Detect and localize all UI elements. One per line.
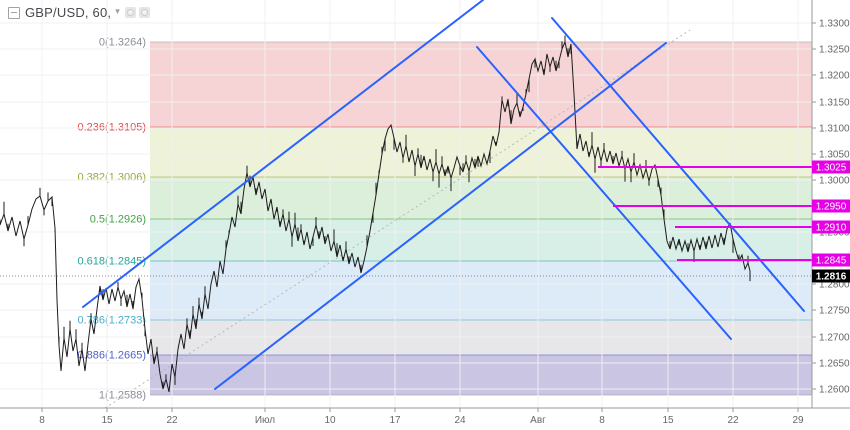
fib-level-label: 0.886(1.2665)	[78, 350, 147, 362]
trendline-descending-channel-left[interactable]	[476, 46, 732, 340]
fib-band-4	[150, 261, 812, 320]
fib-band-1	[150, 127, 812, 177]
time-tick-label: 22	[727, 415, 739, 426]
price-tick-label: 1.3150	[819, 98, 850, 109]
collapse-icon[interactable]	[8, 6, 20, 19]
price-tick-label: 1.2800	[819, 280, 850, 291]
price-level-badge: 1.2845	[812, 253, 850, 267]
price-level-badge: 1.3025	[812, 160, 850, 174]
price-level-badge-text: 1.2950	[816, 202, 847, 213]
time-tick-label: Июл	[255, 415, 275, 426]
symbol-title[interactable]: GBP/USD, 60,	[25, 5, 112, 20]
price-level-badge-bg	[812, 220, 850, 234]
time-axis-strip[interactable]	[0, 408, 850, 430]
price-tick-label: 1.3050	[819, 150, 850, 161]
price-tick-label: 1.3200	[819, 71, 850, 82]
trendline-ascending-channel-upper[interactable]	[82, 0, 484, 308]
price-tick-label: 1.3100	[819, 124, 850, 135]
fib-band-6	[150, 355, 812, 395]
fib-level-label: 0.382(1.3006)	[78, 172, 147, 184]
quick-action-icon-1[interactable]	[124, 7, 136, 18]
price-level-badge: 1.2950	[812, 199, 850, 213]
price-series-path[interactable]	[0, 35, 751, 393]
price-level-badge: 1.2910	[812, 220, 850, 234]
time-tick-label: Авг	[530, 415, 546, 426]
time-tick-label: 10	[324, 415, 336, 426]
chevron-down-icon[interactable]: ▾	[115, 6, 120, 16]
price-level-badge-bg	[812, 199, 850, 213]
price-level-badge-text: 1.3025	[816, 163, 847, 174]
time-tick-label: 15	[101, 415, 113, 426]
fib-band-3	[150, 219, 812, 261]
fib-level-label: 0.5(1.2926)	[90, 214, 146, 226]
last-price-badge-bg	[812, 269, 850, 283]
fib-level-label: 1(1.2588)	[99, 390, 146, 402]
dotted-trendline[interactable]	[104, 29, 691, 409]
time-tick-label: 17	[389, 415, 401, 426]
quick-action-icon-2[interactable]	[138, 7, 150, 18]
price-level-badge-text: 1.2845	[816, 256, 847, 267]
fib-level-label: 0.618(1.2845)	[78, 256, 147, 268]
time-tick-label: 8	[599, 415, 605, 426]
price-tick-label: 1.2750	[819, 306, 850, 317]
fib-level-label: 0.786(1.2733)	[78, 315, 147, 327]
time-tick-label: 29	[792, 415, 804, 426]
time-axis[interactable]: 8 15 22 Июл 10 17 24 Авг 8 15 22 29	[39, 408, 804, 426]
price-tick-label: 1.3250	[819, 45, 850, 56]
price-tick-label: 1.2650	[819, 359, 850, 370]
price-tick-label: 1.3300	[819, 19, 850, 30]
time-tick-label: 22	[166, 415, 178, 426]
price-tick-label: 1.2700	[819, 333, 850, 344]
grid	[0, 0, 812, 408]
price-level-badge-text: 1.2910	[816, 223, 847, 234]
price-axis-strip[interactable]	[812, 0, 850, 430]
symbol-title-row: GBP/USD, 60, ▾	[8, 5, 150, 20]
price-tick-label: 1.2600	[819, 385, 850, 396]
trendline-descending-channel-right[interactable]	[551, 17, 805, 312]
price-level-badge-bg	[812, 253, 850, 267]
fib-band-0	[150, 42, 812, 127]
fib-level-label: 0(1.3264)	[99, 37, 146, 49]
time-tick-label: 24	[454, 415, 466, 426]
last-price-badge-text: 1.2816	[816, 272, 847, 283]
price-tick-label: 1.3000	[819, 176, 850, 187]
fib-retracement-overlay[interactable]: 0(1.3264)0.236(1.3105)0.382(1.3006)0.5(1…	[78, 37, 813, 402]
price-level-badge-bg	[812, 160, 850, 174]
trendline-ascending-channel-lower[interactable]	[214, 42, 667, 390]
last-price-badge: 1.2816	[812, 269, 850, 283]
time-tick-label: 8	[39, 415, 45, 426]
time-tick-label: 15	[662, 415, 674, 426]
